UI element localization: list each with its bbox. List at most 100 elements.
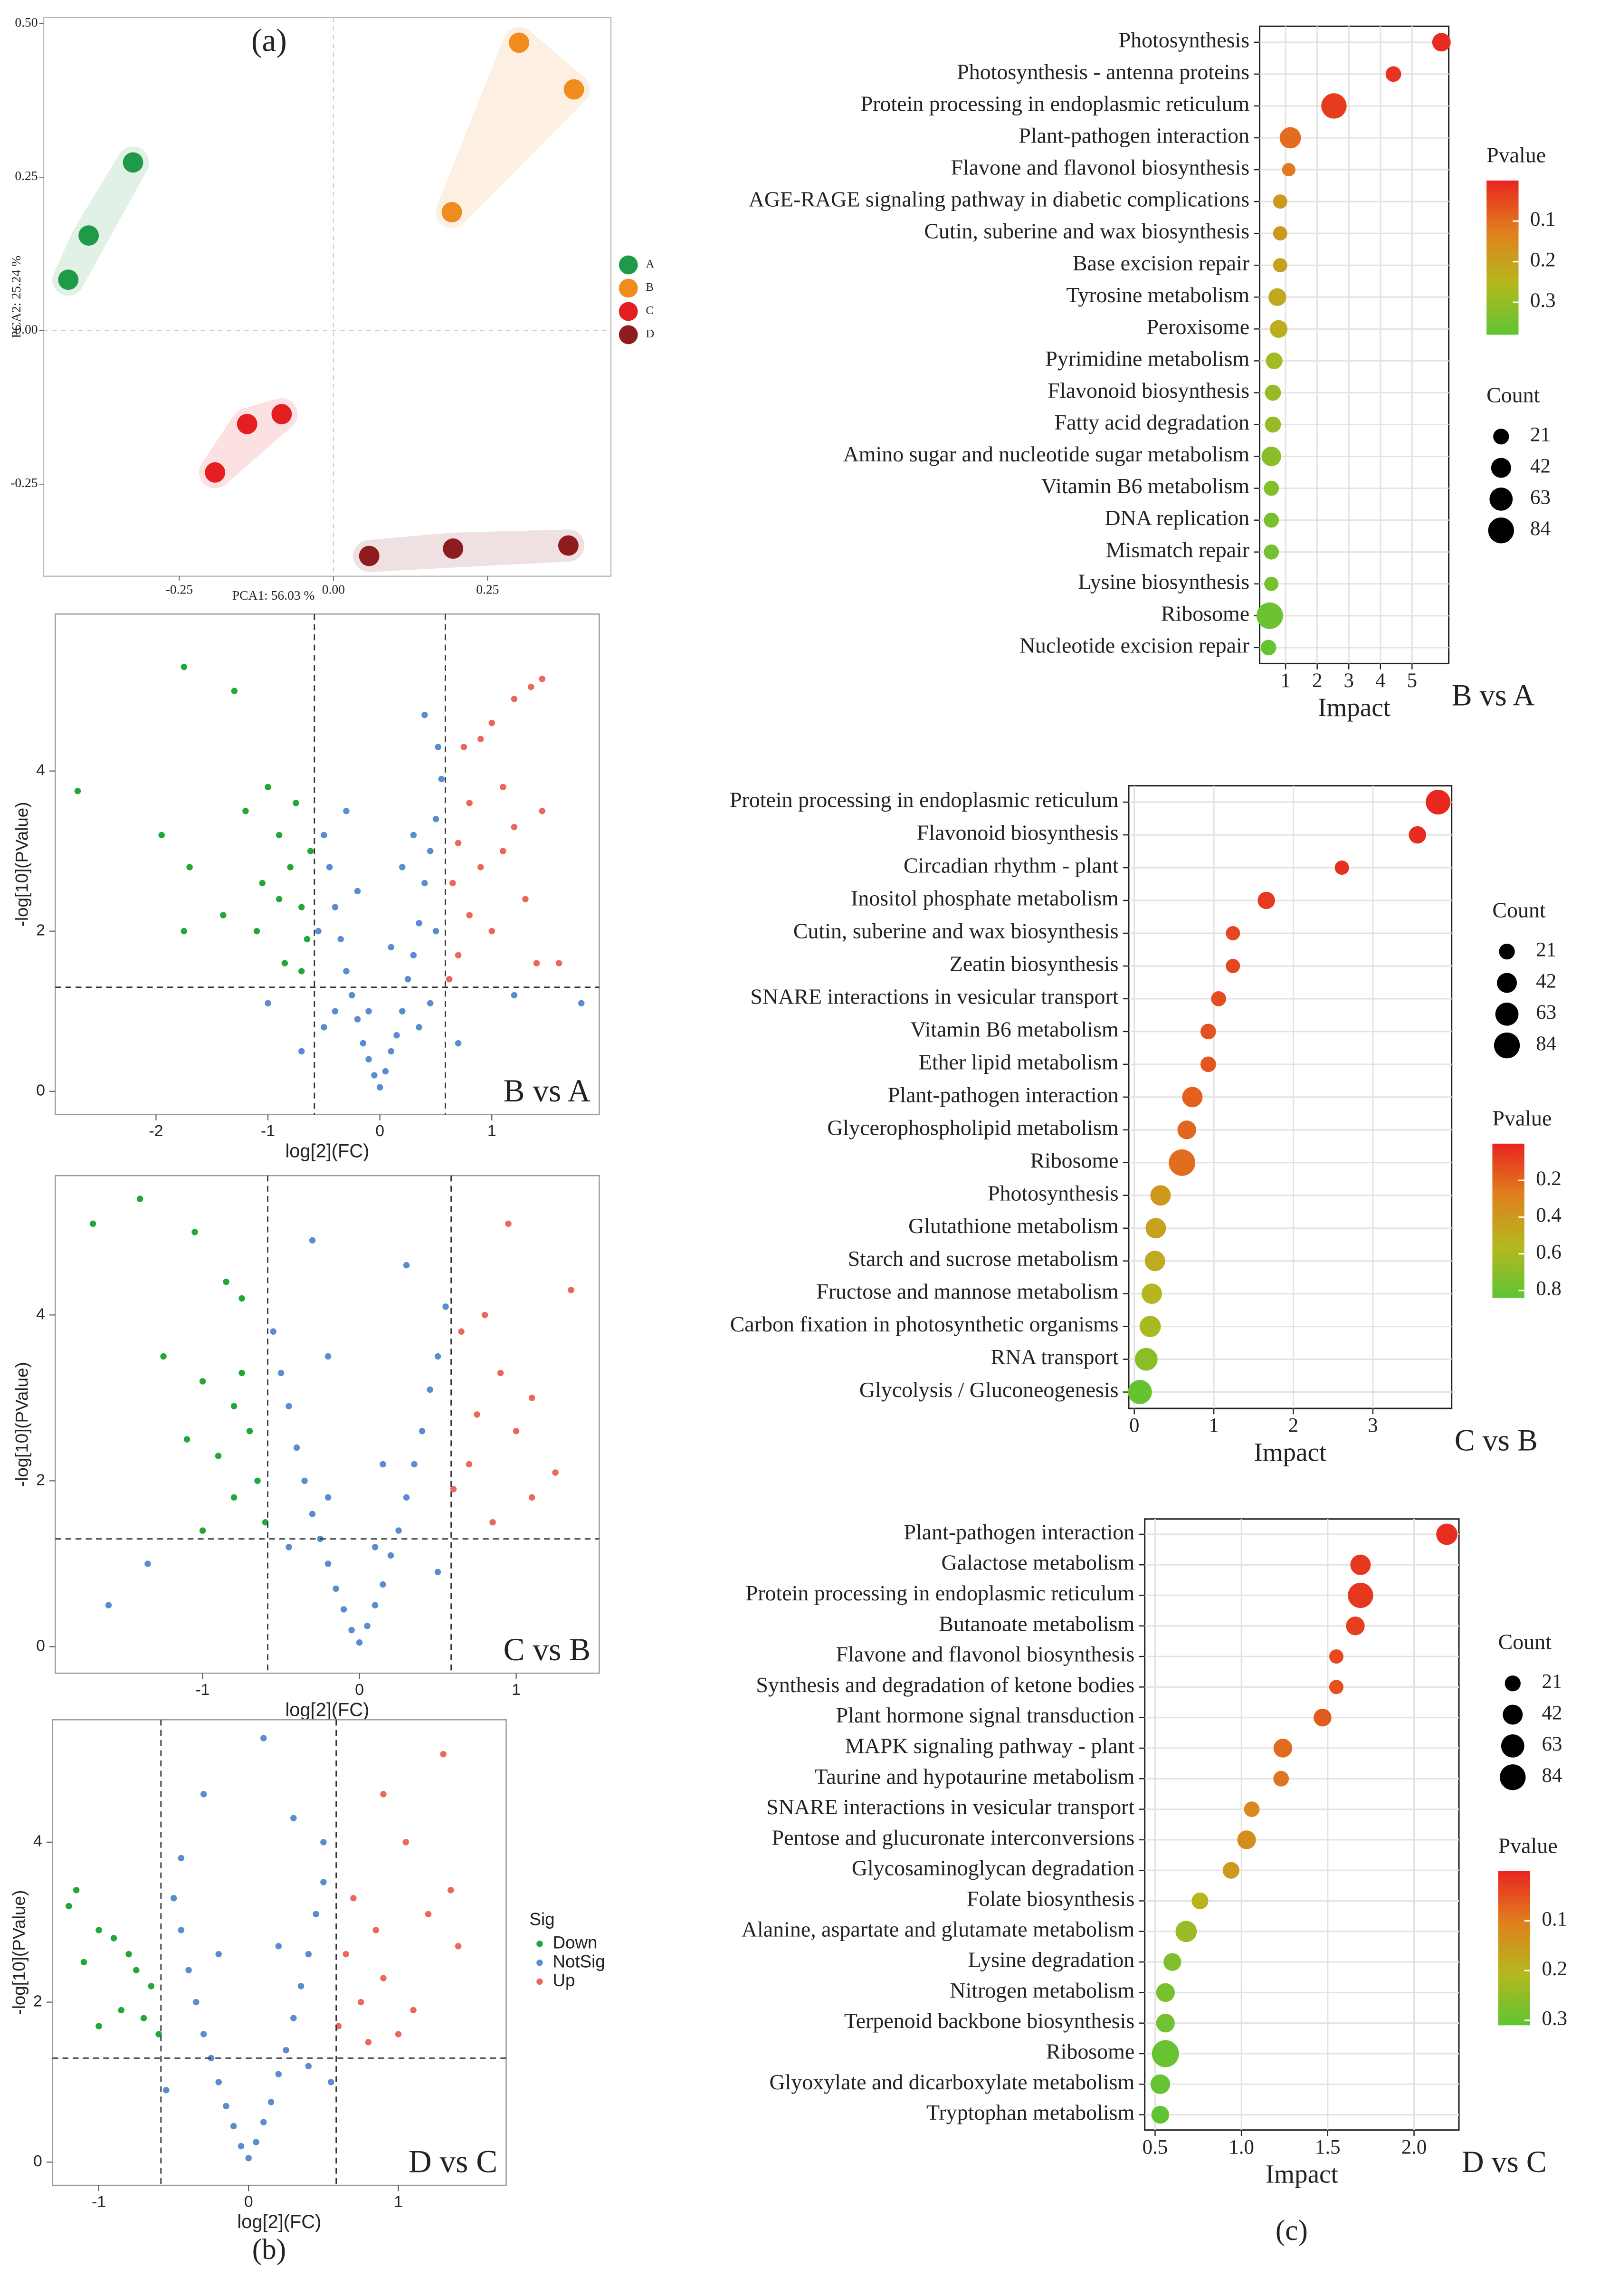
size-legend-circle bbox=[1495, 1002, 1519, 1026]
gene-point bbox=[505, 1220, 512, 1227]
gene-point bbox=[320, 1839, 327, 1846]
gene-point bbox=[395, 2031, 402, 2038]
gene-point bbox=[136, 1196, 143, 1202]
gene-point bbox=[568, 1287, 574, 1293]
pathway-label: Glutathione metabolism bbox=[908, 1214, 1118, 1238]
x-tick-label: 1 bbox=[1280, 670, 1290, 692]
gene-point bbox=[403, 1262, 410, 1269]
gene-point bbox=[89, 1220, 96, 1227]
pathway-label: Flavonoid biosynthesis bbox=[1048, 378, 1249, 402]
gene-point bbox=[434, 1569, 441, 1576]
pathway-bubble bbox=[1200, 1056, 1216, 1072]
sample-point bbox=[563, 79, 584, 100]
sample-point bbox=[443, 538, 464, 559]
color-tick-label: 0.4 bbox=[1536, 1204, 1562, 1226]
gene-point bbox=[427, 1386, 433, 1393]
y-tick-label: 4 bbox=[36, 1305, 45, 1323]
size-legend-circle bbox=[1494, 1032, 1520, 1059]
panel-caption: (b) bbox=[252, 2233, 286, 2266]
legend-swatch bbox=[619, 278, 638, 298]
gene-point bbox=[513, 1427, 520, 1435]
gene-point bbox=[73, 1887, 80, 1894]
x-tick-label: 3 bbox=[1368, 1415, 1378, 1437]
size-legend-label: 63 bbox=[1542, 1733, 1562, 1755]
x-tick-label: -1 bbox=[261, 1122, 275, 1140]
pathway-bubble bbox=[1256, 602, 1283, 629]
x-tick-label: 5 bbox=[1407, 670, 1417, 692]
gene-point bbox=[286, 1544, 292, 1550]
gene-point bbox=[327, 2079, 334, 2086]
pathway-label: Cutin, suberine and wax biosynthesis bbox=[924, 219, 1249, 243]
sample-point bbox=[441, 202, 462, 222]
gene-point bbox=[528, 1494, 535, 1501]
gene-point bbox=[290, 1815, 297, 1822]
comparison-label: C vs B bbox=[1455, 1423, 1538, 1457]
gene-point bbox=[183, 1436, 190, 1443]
gene-point bbox=[393, 1032, 400, 1039]
color-legend-title: Pvalue bbox=[1492, 1106, 1552, 1130]
pathway-label: Pentose and glucuronate interconversions bbox=[772, 1825, 1135, 1849]
gene-point bbox=[181, 663, 188, 670]
size-legend-circle bbox=[1503, 1704, 1523, 1725]
gene-point bbox=[455, 840, 462, 847]
pathway-label: Ether lipid metabolism bbox=[919, 1050, 1119, 1074]
legend-label: NotSig bbox=[552, 1952, 605, 1971]
gene-point bbox=[432, 928, 439, 935]
gene-point bbox=[230, 1403, 238, 1410]
gene-point bbox=[315, 928, 322, 935]
size-legend-circle bbox=[1488, 517, 1514, 544]
pathway-bubble bbox=[1426, 790, 1451, 815]
gene-point bbox=[365, 1008, 372, 1014]
y-axis-label: -log[10](PValue) bbox=[12, 1362, 32, 1487]
pathway-label: Inositol phosphate metabolism bbox=[851, 886, 1119, 910]
pathway-label: Glycolysis / Gluconeogenesis bbox=[859, 1378, 1119, 1402]
y-tick-label: -0.25 bbox=[10, 475, 38, 490]
pathway-bubble bbox=[1266, 352, 1283, 370]
gene-point bbox=[277, 1369, 285, 1377]
pathway-label: Plant hormone signal transduction bbox=[836, 1703, 1135, 1727]
gene-point bbox=[281, 960, 288, 966]
pathway-bubble bbox=[1264, 576, 1279, 591]
pathway-bubble bbox=[1385, 66, 1401, 82]
gene-point bbox=[223, 1278, 229, 1285]
color-tick-label: 0.3 bbox=[1530, 289, 1556, 312]
gene-point bbox=[208, 2055, 215, 2062]
gene-point bbox=[163, 2087, 170, 2094]
gene-point bbox=[466, 800, 473, 806]
pathway-bubble bbox=[1436, 1523, 1457, 1545]
pathway-label: Butanoate metabolism bbox=[939, 1611, 1134, 1636]
gene-point bbox=[199, 1527, 206, 1534]
gene-point bbox=[333, 1585, 339, 1592]
gene-point bbox=[343, 1951, 349, 1958]
size-legend-circle bbox=[1493, 429, 1509, 445]
x-tick-label: 1.0 bbox=[1229, 2136, 1254, 2158]
gene-point bbox=[320, 1879, 327, 1885]
gene-point bbox=[298, 968, 305, 975]
pathway-label: Pyrimidine metabolism bbox=[1045, 346, 1249, 371]
pathway-label: Nitrogen metabolism bbox=[950, 1978, 1134, 2002]
pathway-bubble bbox=[1152, 2040, 1179, 2067]
y-tick-label: 2 bbox=[36, 1471, 45, 1489]
gene-point bbox=[458, 1328, 465, 1335]
y-tick-label: 0 bbox=[33, 2152, 42, 2170]
pathway-label: Cutin, suberine and wax biosynthesis bbox=[793, 919, 1119, 943]
gene-point bbox=[95, 2023, 102, 2029]
pathway-label: Taurine and hypotaurine metabolism bbox=[814, 1764, 1134, 1789]
gene-point bbox=[360, 1040, 367, 1047]
pathway-bubble bbox=[1264, 544, 1279, 560]
x-tick-label: 0 bbox=[244, 2193, 253, 2211]
gene-point bbox=[425, 1911, 432, 1918]
x-tick-label: 1 bbox=[487, 1122, 496, 1140]
group-hull bbox=[199, 398, 298, 489]
gene-point bbox=[365, 1056, 372, 1063]
pathway-bubble bbox=[1226, 926, 1240, 940]
gene-point bbox=[511, 696, 518, 702]
x-tick-label: 1 bbox=[394, 2193, 403, 2211]
gene-point bbox=[301, 1477, 308, 1484]
y-tick-label: 2 bbox=[33, 1992, 42, 2010]
pathway-bubble bbox=[1346, 1617, 1365, 1636]
gene-point bbox=[215, 2079, 222, 2086]
gene-point bbox=[533, 960, 540, 966]
